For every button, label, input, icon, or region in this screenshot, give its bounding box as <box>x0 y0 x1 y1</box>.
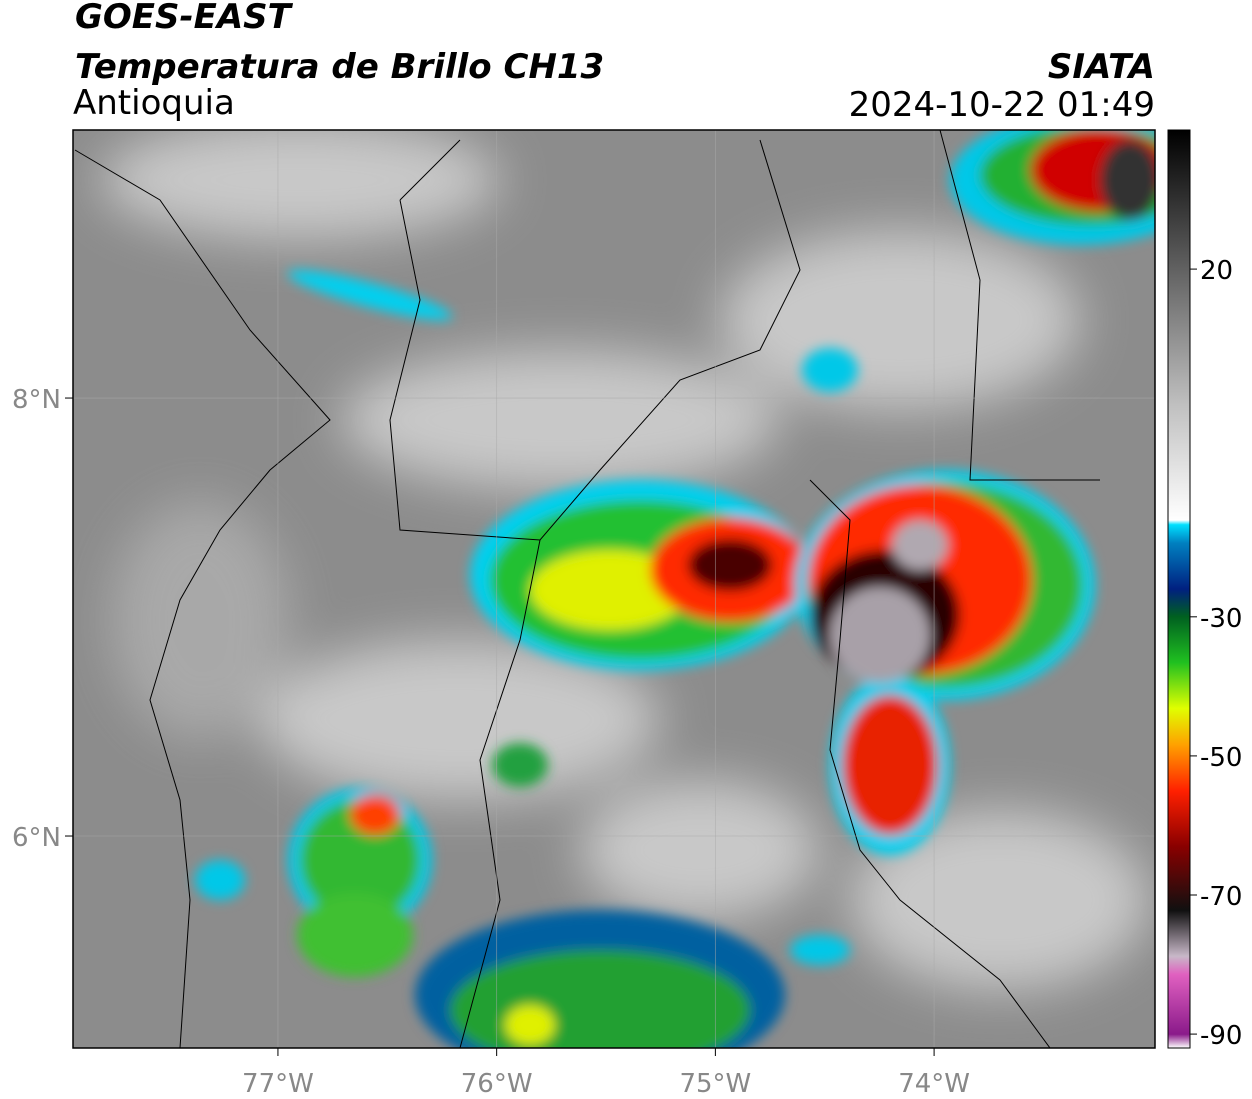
title: GOES-EAST <box>75 0 294 37</box>
x-tick-label: 75°W <box>679 1069 751 1099</box>
colorbar <box>1167 129 1191 1049</box>
colorbar-label: -50 <box>1200 743 1242 773</box>
subtitle: Temperatura de Brillo CH13 <box>75 47 604 87</box>
colorbar-label: 20 <box>1200 256 1233 286</box>
graticule <box>73 130 1155 1048</box>
x-tick-label: 74°W <box>898 1069 970 1099</box>
x-tick-label: 77°W <box>242 1069 314 1099</box>
region: Antioquia <box>73 83 235 123</box>
colorbar-label: -90 <box>1200 1021 1242 1051</box>
y-tick-label: 8°N <box>12 385 61 415</box>
datetime: 2024-10-22 01:49 <box>849 85 1155 125</box>
y-tick-label: 6°N <box>12 823 61 853</box>
colorbar-label: -70 <box>1200 882 1242 912</box>
source: SIATA <box>1048 47 1155 87</box>
header: GOES-EAST Temperatura de Brillo CH13 Ant… <box>73 0 1155 125</box>
map-frame <box>72 129 1156 1049</box>
imagery <box>73 130 1155 1048</box>
colorbar-label: -30 <box>1200 604 1242 634</box>
x-tick-label: 76°W <box>461 1069 533 1099</box>
